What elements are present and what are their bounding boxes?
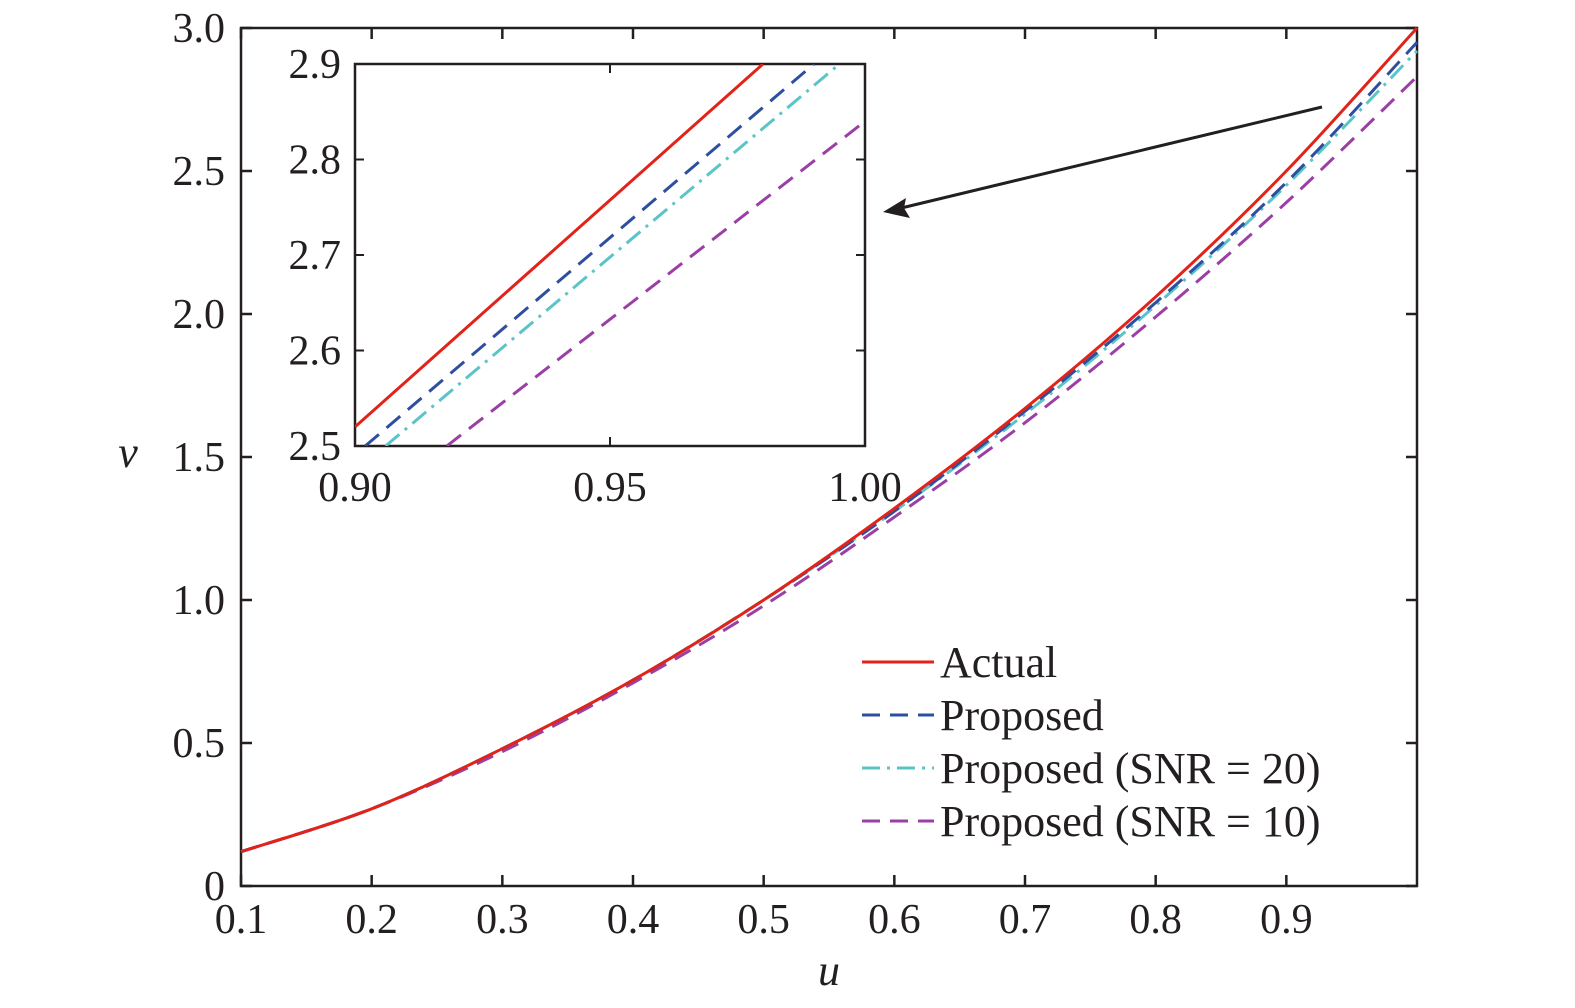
- series-line-actual: [240, 26, 1419, 854]
- series-line-proposed-snr-10: [240, 75, 1419, 854]
- x-tick-label: 0.8: [1129, 897, 1182, 943]
- y-tick-label: 0: [204, 864, 225, 910]
- inset-y-tick-label: 2.7: [289, 233, 342, 279]
- inset-series-line-proposed-snr-10: [445, 120, 865, 446]
- x-tick-label: 0.2: [345, 897, 398, 943]
- main-plot-area: 0.1 0.2 0.3 0.4 0.5 0.6 0.7 0.8 0.900.51.01.52.0…: [118, 6, 1419, 995]
- x-tick-label: 0.1: [215, 897, 268, 943]
- y-axis-label: v: [118, 428, 138, 477]
- inset-x-tick-label: 1.00: [828, 465, 902, 511]
- y-tick-label: 0.5: [173, 721, 226, 767]
- x-axis-label: u: [818, 946, 840, 995]
- inset-pointer-arrow: [883, 105, 1323, 218]
- y-tick-label: 1.0: [173, 578, 226, 624]
- inset-series-line-proposed-snr-20: [384, 64, 841, 446]
- y-tick-label: 3.0: [173, 6, 226, 52]
- x-tick-label: 0.5: [737, 897, 790, 943]
- x-tick-label: 0.3: [476, 897, 529, 943]
- inset-series-group: [355, 64, 865, 446]
- y-tick-label: 2.5: [173, 149, 226, 195]
- inset-y-tick-label: 2.9: [289, 42, 342, 88]
- x-tick-label: 0.4: [607, 897, 660, 943]
- inset-y-tick-label: 2.6: [289, 329, 342, 375]
- series-line-proposed-snr-20: [240, 49, 1419, 854]
- arrow-line: [892, 105, 1323, 212]
- inset-x-tick-label: 0.90: [318, 465, 392, 511]
- y-tick-label: 2.0: [173, 292, 226, 338]
- legend-label-proposed: Proposed: [940, 691, 1104, 740]
- arrow-head: [883, 198, 910, 218]
- y-tick-label: 1.5: [173, 435, 226, 481]
- inset-series-line-proposed: [364, 64, 815, 446]
- legend-label-proposed-snr-10: Proposed (SNR = 10): [940, 797, 1321, 846]
- inset-series-line-actual: [355, 64, 764, 429]
- x-tick-label: 0.9: [1260, 897, 1313, 943]
- legend-label-proposed-snr-20: Proposed (SNR = 20): [940, 744, 1321, 793]
- x-tick-label: 0.7: [999, 897, 1052, 943]
- x-tick-label: 0.6: [868, 897, 921, 943]
- inset-plot-area: 0.90 0.95 1.00 2.5 2.6 2.7 2.8 2.9: [289, 42, 902, 511]
- inset-x-tick-label: 0.95: [573, 465, 647, 511]
- legend-label-actual: Actual: [940, 638, 1057, 687]
- inset-y-tick-label: 2.8: [289, 138, 342, 184]
- inset-y-tick-label: 2.5: [289, 424, 342, 470]
